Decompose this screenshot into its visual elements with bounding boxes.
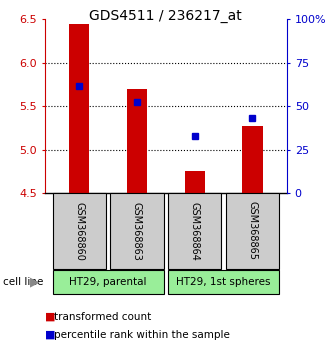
Text: ■: ■	[45, 330, 55, 339]
Text: GSM368863: GSM368863	[132, 201, 142, 261]
Bar	[53, 193, 106, 269]
Bar	[69, 24, 89, 193]
Bar	[184, 171, 205, 193]
Bar	[53, 270, 163, 294]
Bar	[242, 126, 263, 193]
Bar	[168, 270, 279, 294]
Text: percentile rank within the sample: percentile rank within the sample	[54, 330, 230, 339]
Text: GSM368864: GSM368864	[190, 201, 200, 261]
Bar	[226, 193, 279, 269]
Bar	[110, 193, 163, 269]
Text: HT29, parental: HT29, parental	[69, 277, 147, 287]
Text: ■: ■	[45, 312, 55, 322]
Text: ▶: ▶	[30, 276, 40, 289]
Bar	[168, 193, 221, 269]
Text: GSM368860: GSM368860	[74, 201, 84, 261]
Bar	[127, 89, 147, 193]
Text: cell line: cell line	[3, 277, 44, 287]
Text: transformed count: transformed count	[54, 312, 152, 322]
Text: HT29, 1st spheres: HT29, 1st spheres	[176, 277, 271, 287]
Text: GDS4511 / 236217_at: GDS4511 / 236217_at	[89, 9, 241, 23]
Text: GSM368865: GSM368865	[248, 201, 257, 261]
